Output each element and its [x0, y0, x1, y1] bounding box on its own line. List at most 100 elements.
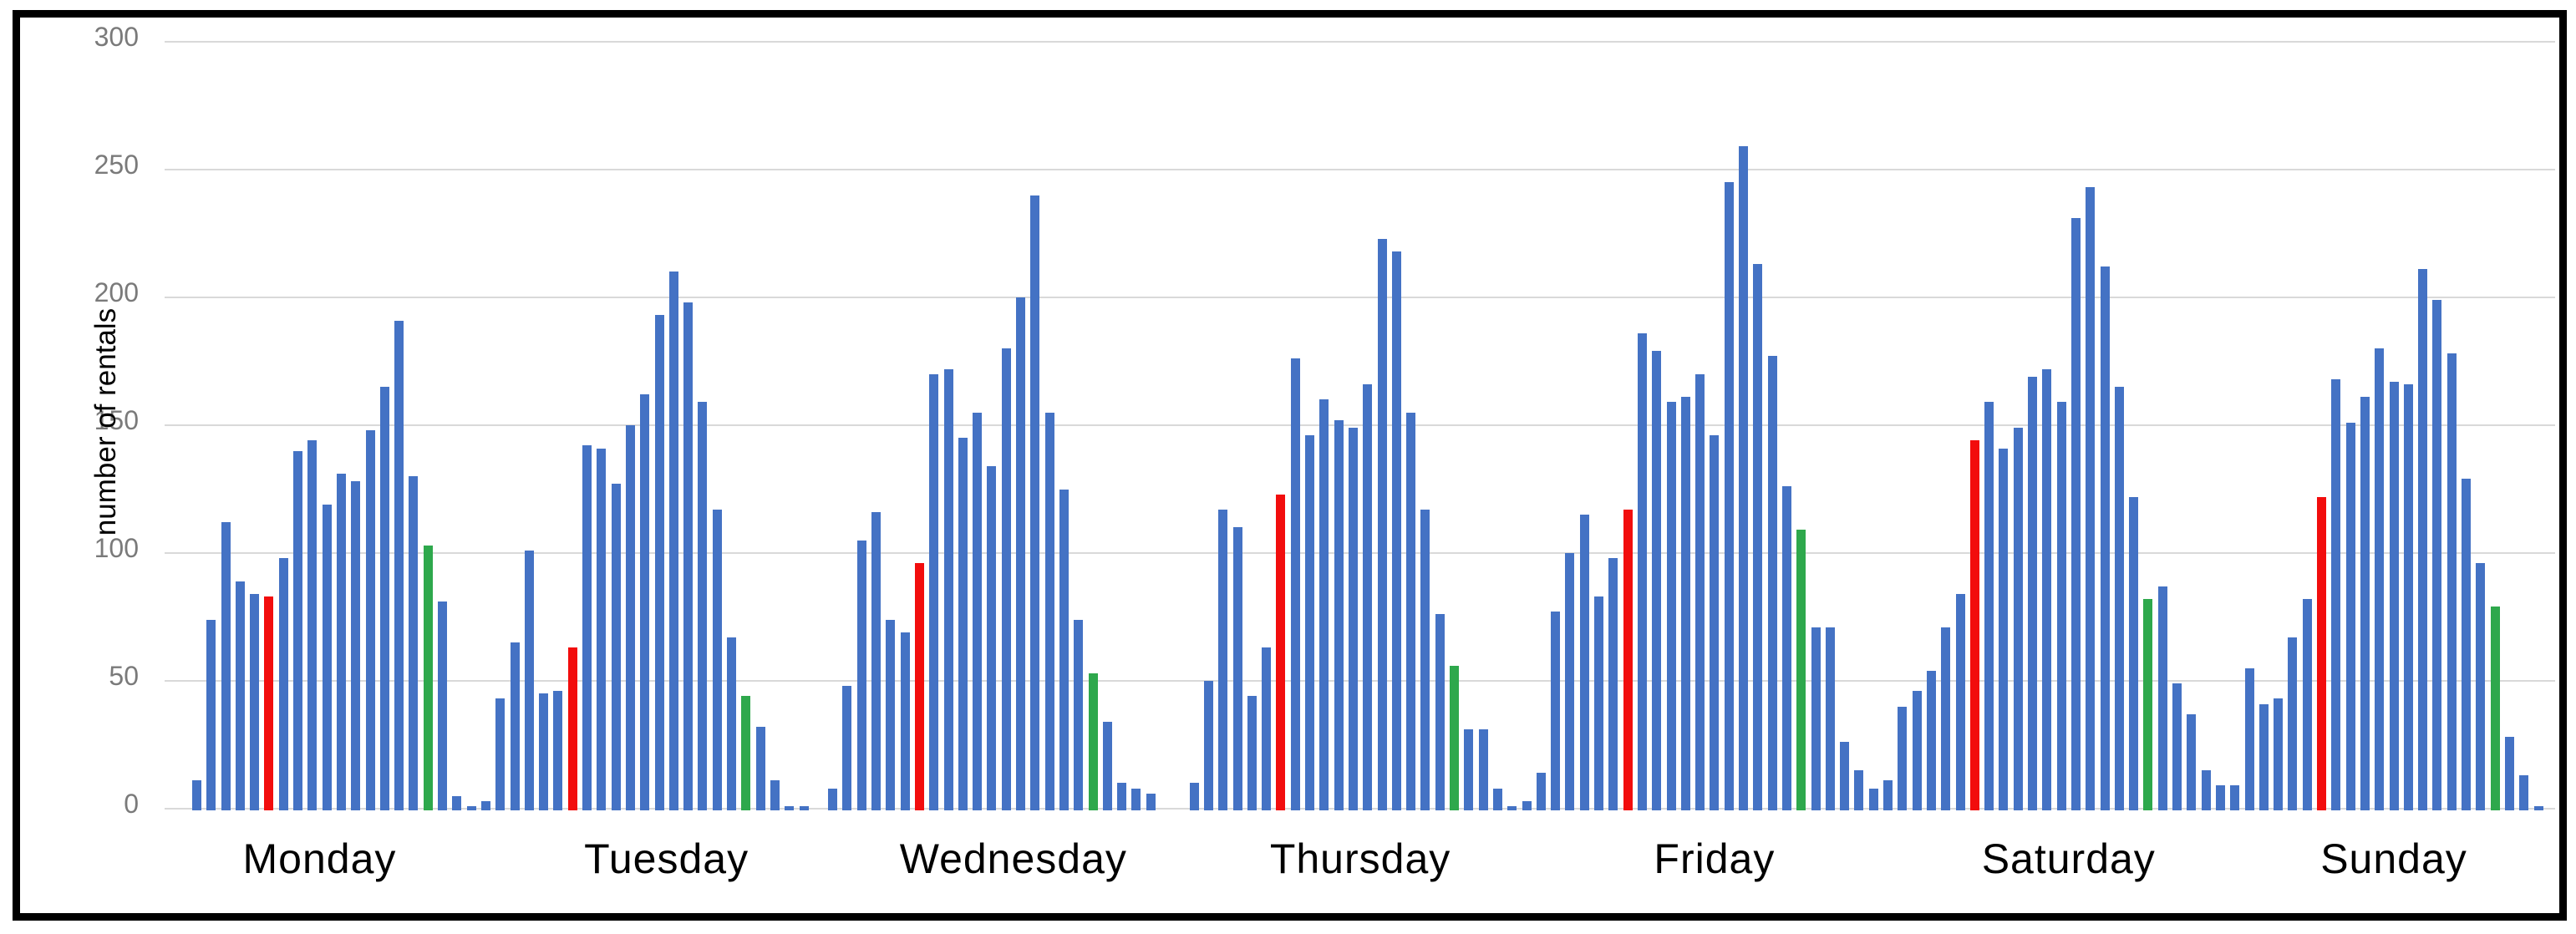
- bar-monday-6: [235, 581, 245, 810]
- bar-wednesday-14: [1044, 412, 1054, 810]
- bar-tuesday-12: [668, 272, 678, 810]
- bar-thursday-9: [1319, 399, 1329, 810]
- y-tick-label-50: 50: [109, 661, 139, 691]
- bar-thursday-17: [1435, 614, 1445, 810]
- bar-tuesday-7: [597, 448, 607, 810]
- bar-sunday-13: [2432, 300, 2442, 810]
- bar-sunday-9: [2375, 348, 2385, 810]
- y-tick-label-300: 300: [94, 22, 139, 52]
- bar-thursday-19: [1464, 729, 1474, 810]
- bar-tuesday-21: [799, 805, 809, 810]
- bar-monday-20: [438, 602, 447, 810]
- bar-thursday-13: [1377, 238, 1387, 810]
- bar-saturday-7: [1999, 448, 2009, 810]
- x-axis-label-thursday: Thursday: [1269, 835, 1451, 882]
- bar-thursday-0: [1189, 783, 1199, 810]
- x-axis-label-tuesday: Tuesday: [584, 835, 749, 882]
- bar-sunday-16: [2476, 563, 2486, 810]
- bar-monday-9: [278, 558, 288, 810]
- gridline-250: [165, 169, 2555, 170]
- bar-friday-23: [1868, 788, 1878, 810]
- bar-wednesday-16: [1074, 619, 1084, 810]
- bar-monday-12: [322, 504, 332, 810]
- gridline-150: [165, 424, 2555, 426]
- bar-wednesday-3: [886, 619, 896, 810]
- bar-monday-13: [336, 474, 346, 810]
- gridline-50: [165, 680, 2555, 682]
- bar-thursday-16: [1420, 509, 1430, 810]
- bar-wednesday-9: [973, 412, 983, 810]
- highlight-bar-green-tuesday: [741, 696, 751, 810]
- bar-friday-1: [1551, 612, 1561, 810]
- bar-saturday-6: [1984, 402, 1994, 810]
- highlight-bar-green-wednesday: [1088, 673, 1098, 810]
- bar-saturday-22: [2215, 785, 2225, 810]
- bar-tuesday-6: [582, 445, 592, 810]
- x-axis-label-wednesday: Wednesday: [899, 835, 1127, 882]
- bar-sunday-2: [2274, 698, 2284, 810]
- bar-tuesday-18: [755, 727, 765, 810]
- bar-tuesday-9: [625, 425, 635, 810]
- bar-thursday-20: [1478, 729, 1488, 810]
- bar-monday-14: [351, 481, 361, 810]
- bar-friday-4: [1594, 596, 1603, 810]
- bar-saturday-23: [2230, 785, 2240, 810]
- bar-tuesday-19: [770, 780, 780, 810]
- bar-wednesday-18: [1102, 721, 1112, 810]
- gridline-300: [165, 41, 2555, 43]
- bar-sunday-12: [2418, 269, 2428, 810]
- y-tick-label-250: 250: [94, 150, 139, 180]
- bar-thursday-7: [1290, 358, 1300, 810]
- bar-thursday-2: [1218, 509, 1228, 810]
- gridline-0: [165, 808, 2555, 810]
- x-axis-label-friday: Friday: [1654, 835, 1776, 882]
- x-axis-label-monday: Monday: [242, 835, 397, 882]
- bar-monday-17: [394, 320, 404, 810]
- bar-tuesday-20: [785, 805, 795, 810]
- bar-saturday-20: [2187, 713, 2197, 810]
- y-tick-label-150: 150: [94, 405, 139, 435]
- bar-saturday-18: [2157, 586, 2167, 810]
- bar-wednesday-8: [958, 438, 968, 810]
- x-axis-label-saturday: Saturday: [1981, 835, 2156, 882]
- bar-saturday-15: [2114, 387, 2124, 810]
- bar-sunday-4: [2302, 599, 2312, 810]
- bar-wednesday-2: [871, 512, 881, 810]
- bar-friday-15: [1753, 264, 1763, 810]
- bar-friday-11: [1695, 373, 1705, 810]
- highlight-bar-red-wednesday: [914, 563, 924, 810]
- bar-saturday-13: [2086, 187, 2096, 810]
- bar-wednesday-19: [1117, 783, 1127, 810]
- bar-sunday-10: [2389, 381, 2399, 810]
- bar-thursday-23: [1522, 800, 1532, 810]
- bar-wednesday-21: [1146, 793, 1156, 810]
- bar-wednesday-20: [1131, 788, 1141, 810]
- bar-sunday-18: [2504, 737, 2514, 810]
- bar-monday-3: [191, 780, 201, 810]
- bar-saturday-10: [2042, 368, 2052, 810]
- x-axis-label-sunday: Sunday: [2320, 835, 2467, 882]
- bar-monday-16: [379, 387, 389, 810]
- bar-sunday-19: [2519, 775, 2529, 810]
- bar-friday-22: [1854, 770, 1864, 810]
- bar-friday-7: [1637, 332, 1647, 810]
- bar-saturday-8: [2013, 428, 2023, 810]
- bar-tuesday-2: [524, 550, 534, 810]
- y-tick-label-200: 200: [94, 277, 139, 307]
- bar-sunday-6: [2331, 378, 2341, 810]
- bar-monday-10: [293, 450, 302, 810]
- bar-friday-20: [1825, 627, 1835, 810]
- gridline-200: [165, 297, 2555, 298]
- bar-tuesday-15: [712, 509, 722, 810]
- highlight-bar-green-thursday: [1450, 665, 1459, 810]
- bar-monday-15: [365, 430, 375, 810]
- bar-friday-8: [1652, 351, 1662, 810]
- bar-tuesday-10: [640, 394, 650, 810]
- highlight-bar-red-tuesday: [567, 647, 577, 810]
- bar-thursday-11: [1348, 428, 1358, 810]
- bar-thursday-4: [1247, 696, 1257, 810]
- gridline-100: [165, 552, 2555, 554]
- bar-tuesday-23: [828, 788, 838, 810]
- highlight-bar-red-monday: [264, 596, 274, 810]
- bar-saturday-3: [1941, 627, 1951, 810]
